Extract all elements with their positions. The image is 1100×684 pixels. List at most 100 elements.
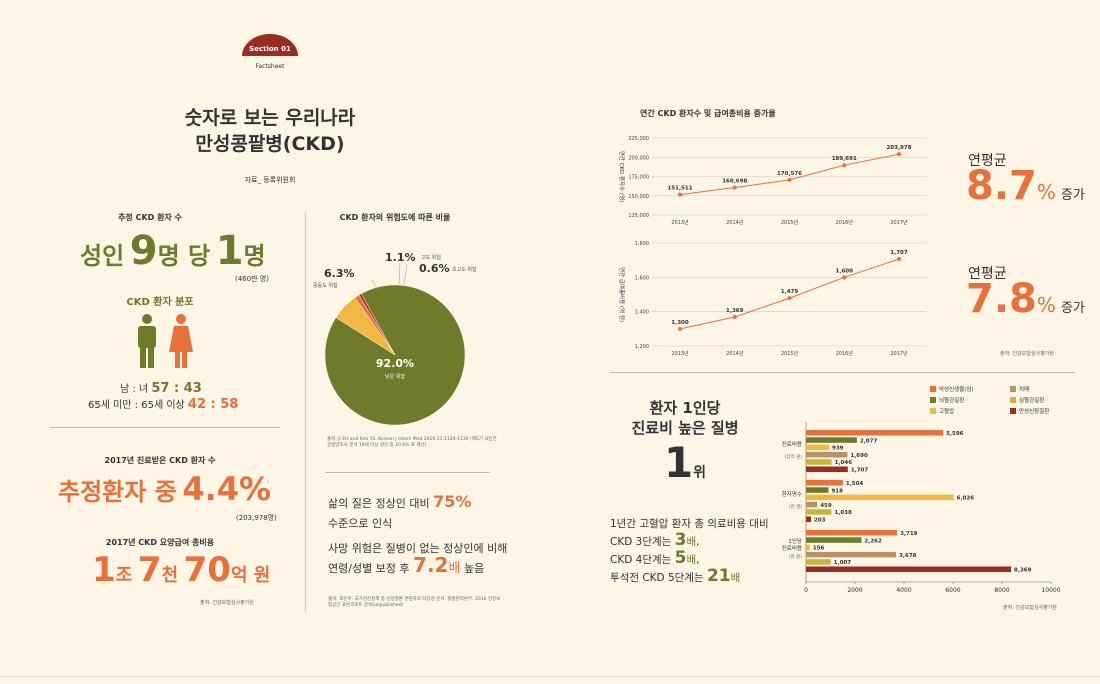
female-icon bbox=[169, 314, 193, 368]
bar-label-2-4: 1,007 bbox=[834, 560, 852, 566]
line1-ytick-3: 200,000 bbox=[628, 155, 649, 161]
line2-ylabel: 연간 급여총비용 (억 원) bbox=[618, 267, 626, 322]
y2017-title: 2017년 진료받은 CKD 환자 수 bbox=[104, 456, 216, 465]
line2-xtick-4: 2017년 bbox=[890, 350, 908, 357]
legend-label-5: 만성신장질환 bbox=[1019, 407, 1049, 415]
trend-charts: 125,000 150,000 175,000 200,000 225,000 2013년… bbox=[618, 136, 927, 357]
line1-ytick-2: 175,000 bbox=[628, 175, 649, 181]
cost-u1: 조 bbox=[115, 565, 133, 586]
rank-desc3: CKD 4단계는 5배, bbox=[610, 548, 700, 568]
bar-label-1-1: 918 bbox=[831, 488, 843, 494]
total-cost: 1조 7천 70억 원 bbox=[92, 550, 292, 590]
line2-point-0 bbox=[678, 326, 682, 331]
cost-n3: 70 bbox=[183, 550, 231, 590]
rank-unit: 위 bbox=[693, 465, 707, 481]
bar-xtick-5: 10000 bbox=[1041, 587, 1060, 594]
rank-title: 환자 1인당 진료비 높은 질병 bbox=[605, 398, 765, 438]
bar-1-3 bbox=[806, 501, 818, 508]
bar-1-4 bbox=[806, 509, 832, 515]
line1-label-3: 189,691 bbox=[832, 156, 857, 162]
bar-2-0 bbox=[806, 530, 898, 536]
rank-desc4: 투석전 CKD 5단계는 21배 bbox=[610, 566, 740, 586]
pie-leader-mid bbox=[371, 279, 379, 291]
gender-ratio-value: 57 : 43 bbox=[151, 381, 202, 396]
bar-label-2-2: 156 bbox=[813, 546, 825, 552]
cost-u2: 천 bbox=[161, 565, 179, 586]
bar-2-2 bbox=[806, 544, 810, 551]
line1-ytick-4: 225,000 bbox=[628, 136, 649, 142]
death-line1: 사망 위험은 질병이 없는 정상인에 비해 bbox=[328, 542, 508, 555]
cagr2: 7.8% 증가 bbox=[966, 276, 1085, 322]
bar-group-2-sub: (천 원) bbox=[789, 553, 802, 560]
rank-title-line2: 진료비 높은 질병 bbox=[631, 419, 739, 437]
bar-xtick-4: 8000 bbox=[994, 587, 1009, 594]
line1-point-4 bbox=[897, 152, 901, 157]
bar-label-1-2: 6,026 bbox=[957, 496, 975, 502]
legend-label-1: 뇌혈관질환 bbox=[939, 396, 964, 404]
line1-point-0 bbox=[678, 192, 682, 197]
line1-xtick-4: 2017년 bbox=[890, 219, 908, 226]
column-divider bbox=[305, 212, 306, 612]
legend-label-2: 고혈압 bbox=[939, 407, 954, 415]
cost-n2: 7 bbox=[137, 550, 162, 590]
pie-label-veryhigh-value: 0.6% bbox=[419, 262, 450, 275]
death-line2: 연령/성별 보정 후 7.2배 높음 bbox=[328, 553, 484, 577]
legend-label-3: 치매 bbox=[1019, 385, 1029, 393]
cagr2-value: 7.8 bbox=[966, 276, 1037, 322]
trend-title: 연간 CKD 환자수 및 급여총비용 증가율 bbox=[640, 109, 776, 118]
adult-ratio: 성인 9명 당 1명 bbox=[80, 228, 280, 274]
gender-ratio-label: 남 : 녀 bbox=[120, 384, 149, 395]
bar-1-2 bbox=[806, 494, 954, 501]
line2-label-2: 1,479 bbox=[781, 289, 799, 295]
cagr1-value: 8.7 bbox=[966, 163, 1037, 209]
adult-post: 명 bbox=[243, 242, 266, 270]
pie-label-low-value: 92.0% bbox=[376, 357, 414, 370]
left-divider bbox=[50, 427, 280, 428]
bar-0-5 bbox=[806, 466, 848, 472]
bar-label-2-1: 2,262 bbox=[864, 538, 882, 544]
bar-2-5 bbox=[806, 566, 1012, 572]
legend-swatch-1 bbox=[930, 397, 936, 403]
bar-group-1-label-0: 환자명수 bbox=[782, 490, 802, 498]
death-value: 7.2 bbox=[413, 553, 449, 577]
bar-label-0-1: 2,077 bbox=[860, 438, 878, 444]
bar-label-1-3: 459 bbox=[820, 503, 832, 509]
line2-xtick-3: 2016년 bbox=[836, 350, 854, 357]
cagr2-label: 연평균 bbox=[968, 266, 1007, 282]
pie-leader-veryhigh bbox=[403, 263, 408, 286]
right-divider bbox=[610, 372, 1075, 373]
line1-label-4: 203,978 bbox=[886, 145, 911, 151]
bar-xtick-1: 2000 bbox=[847, 587, 862, 594]
pie-label-high-value: 1.1% bbox=[385, 251, 416, 264]
cost-u3: 억 원 bbox=[230, 565, 271, 586]
rank-desc4-val: 21 bbox=[706, 566, 731, 586]
bar-xtick-3: 6000 bbox=[945, 587, 960, 594]
line2-point-3 bbox=[842, 275, 847, 280]
bar-0-1 bbox=[806, 437, 857, 443]
section-tab bbox=[242, 34, 298, 56]
bar-2-1 bbox=[806, 537, 862, 543]
bar-2-4 bbox=[806, 559, 831, 565]
bar-0-3 bbox=[806, 451, 848, 458]
cagr1-unit: % bbox=[1036, 180, 1056, 204]
est-patients-sub: (203,978명) bbox=[236, 514, 277, 522]
bar-0-0 bbox=[806, 430, 944, 436]
risk-pie-chart: 92.0% 낮은 위험 6.3% 중등도 위험 1.1% 고도 위험0.6% 초고도 위험 bbox=[313, 251, 477, 426]
bar-label-1-5: 203 bbox=[814, 518, 826, 524]
page-title: 숫자로 보는 우리나라 만성콩팥병(CKD) bbox=[150, 105, 390, 157]
pie-slice-3 bbox=[358, 293, 396, 356]
cagr1-post: 증가 bbox=[1060, 188, 1085, 203]
bar-1-0 bbox=[806, 480, 843, 486]
line2-ytick-3: 1,800 bbox=[635, 241, 649, 247]
rank-desc2: CKD 3단계는 3배, bbox=[610, 530, 700, 550]
bar-label-0-2: 939 bbox=[832, 446, 844, 452]
qol-value: 75% bbox=[433, 492, 472, 511]
bar-label-0-5: 1,707 bbox=[851, 468, 869, 474]
rank-desc1: 1년간 고혈압 환자 총 의료비용 대비 bbox=[610, 518, 769, 530]
line1-xtick-0: 2013년 bbox=[671, 219, 689, 226]
rank-desc3-unit: 배 bbox=[686, 554, 697, 566]
bar-2-3 bbox=[806, 551, 897, 558]
legend-swatch-2 bbox=[930, 408, 936, 414]
bar-0-2 bbox=[806, 444, 830, 451]
bar-label-2-3: 3,678 bbox=[899, 553, 917, 559]
